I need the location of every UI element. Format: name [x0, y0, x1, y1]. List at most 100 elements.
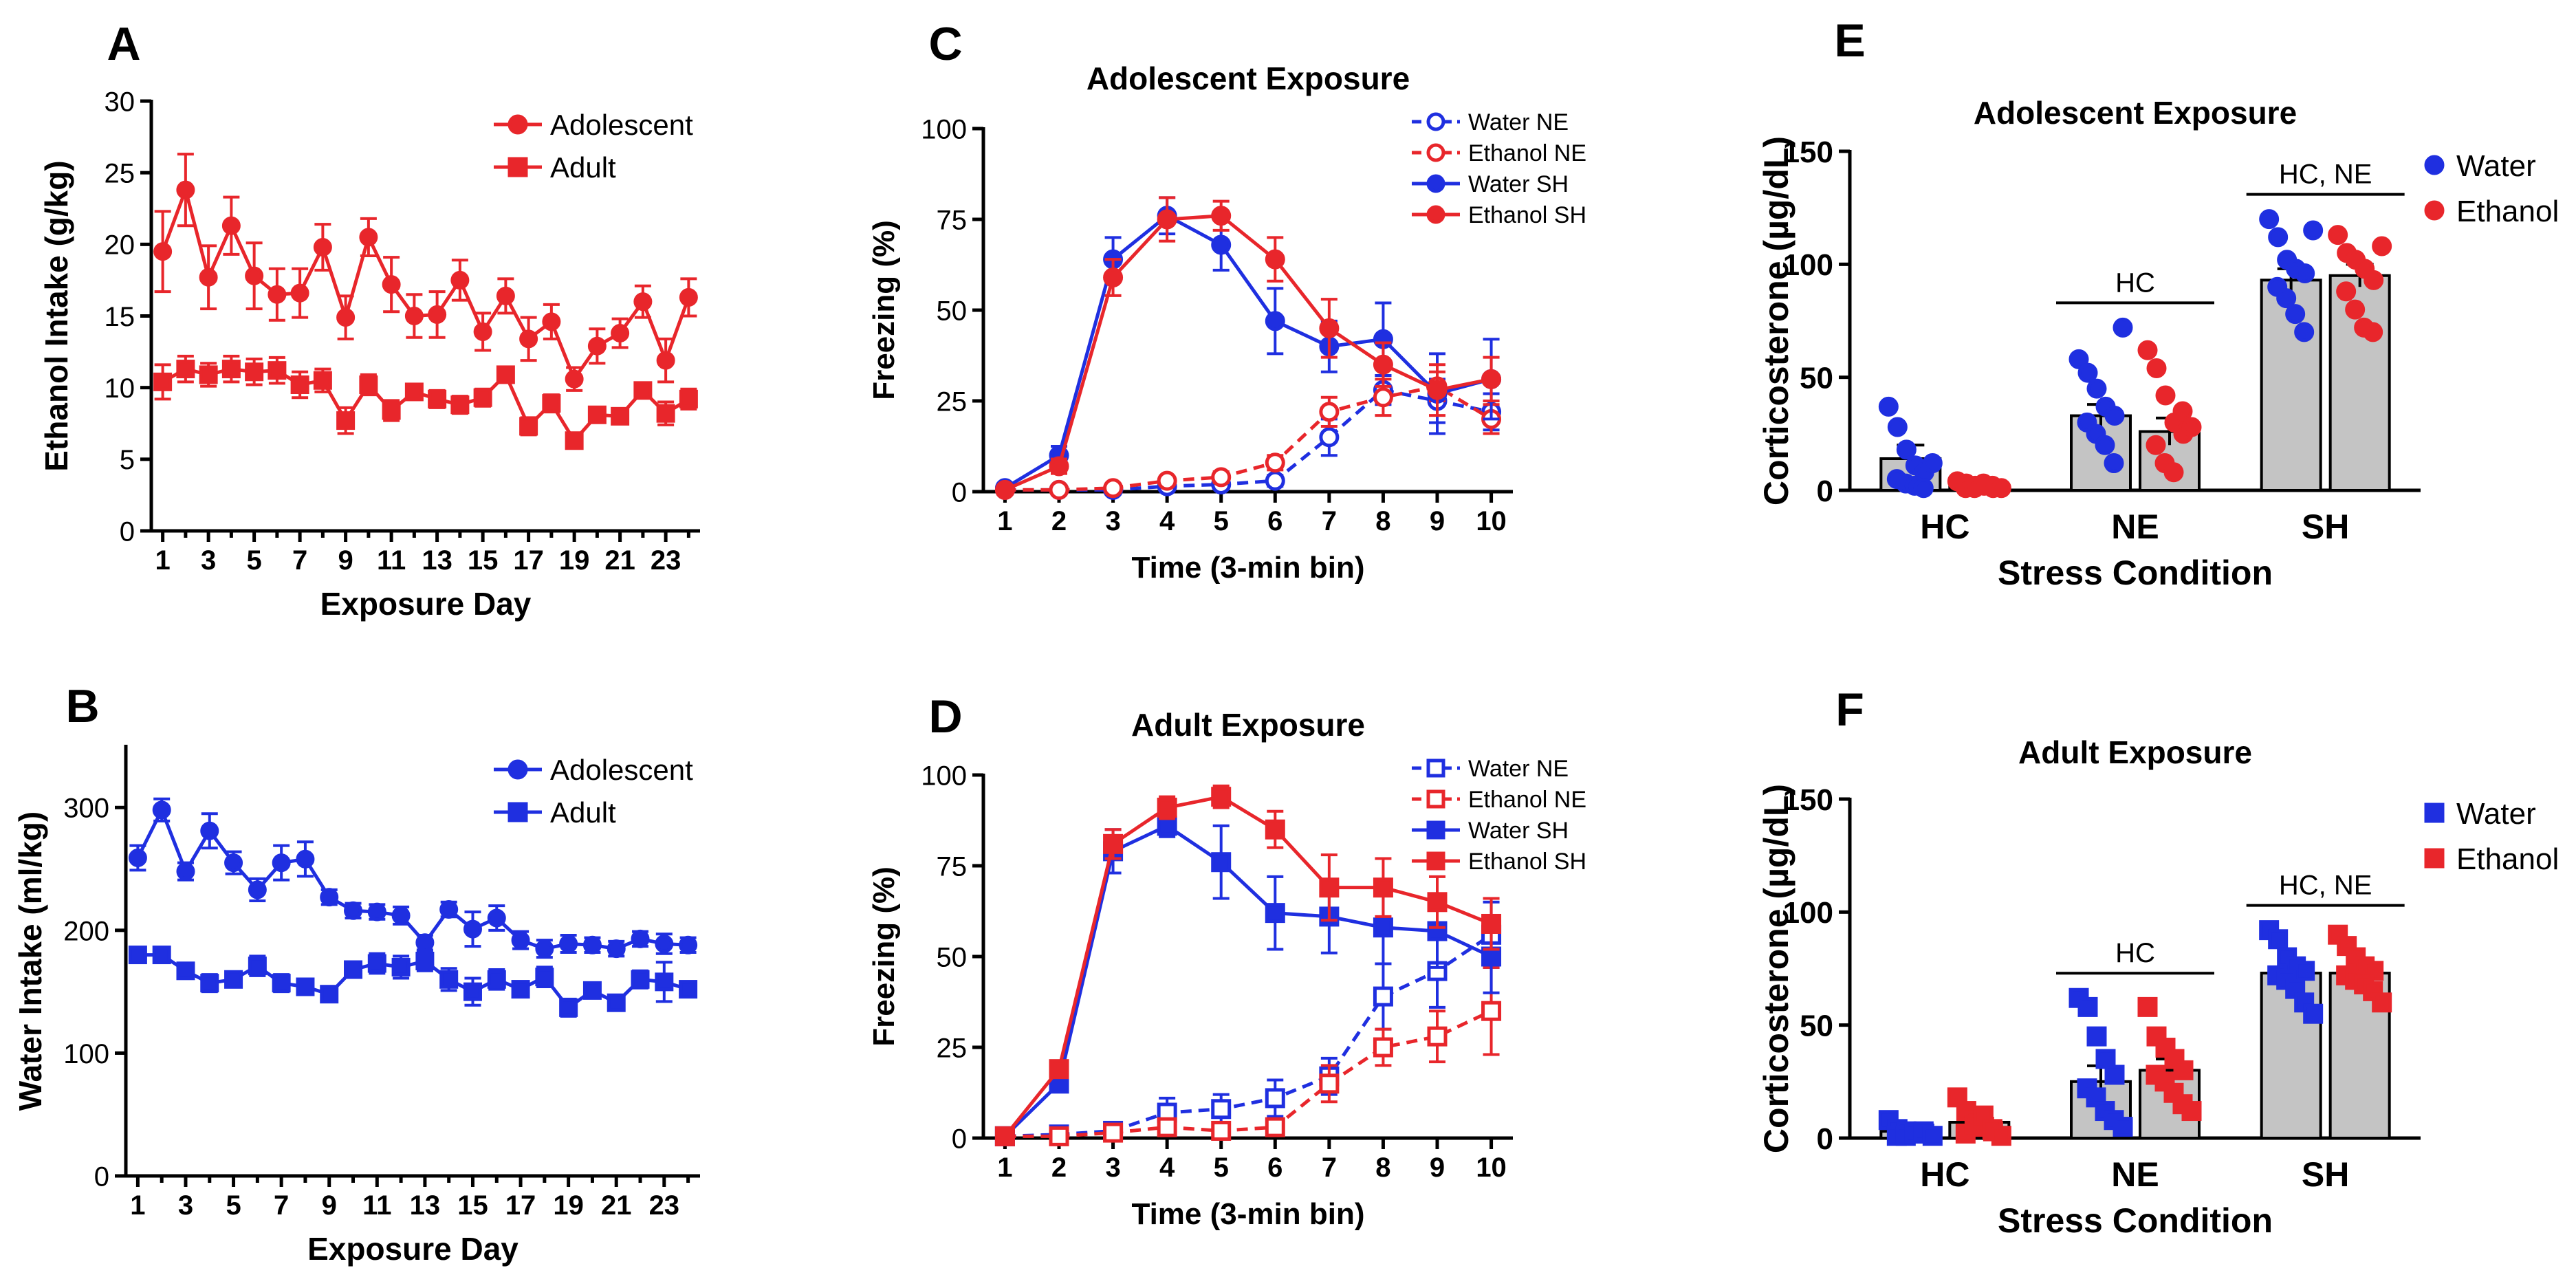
y-tick-label: 25: [937, 386, 968, 417]
legend-item: Adolescent: [494, 109, 693, 141]
series-adult: [153, 354, 698, 450]
data-point: [1211, 852, 1232, 873]
y-tick-label: 100: [63, 1039, 109, 1069]
y-tick-label: 75: [937, 851, 968, 882]
legend-item: Water: [2424, 797, 2536, 831]
y-tick-label: 0: [120, 516, 135, 547]
data-point: [359, 375, 378, 394]
data-point: [473, 322, 492, 341]
y-tick-label: 150: [1783, 783, 1833, 817]
x-axis-label: Stress Condition: [1998, 1201, 2273, 1240]
x-tick-label: SH: [2302, 507, 2349, 546]
data-point: [559, 998, 578, 1017]
data-point: [1373, 354, 1393, 375]
scatter-point: [2113, 1117, 2133, 1137]
bar-group-sh-ethanol: [2328, 924, 2392, 1140]
legend-label: Water SH: [1468, 171, 1569, 197]
legend-item: Adult: [494, 151, 616, 184]
x-tick-label: 7: [274, 1190, 289, 1221]
legend-marker: [507, 802, 528, 822]
data-point: [1157, 816, 1177, 836]
y-tick-label: 50: [1800, 1009, 1833, 1043]
significance-annotation: HC: [2056, 938, 2214, 975]
bar-group-sh-ethanol: [2328, 225, 2392, 492]
data-point: [587, 405, 607, 424]
legend-item: Water NE: [1412, 109, 1569, 135]
panel-label: A: [107, 18, 140, 70]
significance-label: HC, NE: [2279, 160, 2372, 190]
series-line: [1004, 214, 1492, 492]
data-point: [1211, 1099, 1232, 1120]
x-tick-label: 15: [468, 545, 499, 576]
data-point: [582, 935, 602, 954]
data-point: [1427, 380, 1448, 400]
scatter-point: [2345, 299, 2366, 320]
x-tick-label: 11: [377, 545, 406, 576]
panel-label: C: [928, 18, 962, 70]
panel-label: F: [1835, 684, 1864, 736]
data-point: [655, 972, 674, 992]
data-point: [1265, 819, 1285, 840]
x-tick-label: 13: [422, 545, 452, 576]
x-tick-label: 13: [410, 1190, 441, 1221]
legend-item: Ethanol NE: [1412, 787, 1586, 813]
chart-title: Adult Exposure: [1131, 707, 1365, 743]
y-tick-label: 50: [1800, 362, 1833, 395]
data-point: [582, 981, 602, 1000]
data-point: [655, 935, 674, 953]
data-point: [1319, 427, 1340, 448]
data-point: [313, 371, 332, 390]
x-tick-label: 21: [604, 545, 635, 576]
data-point: [1049, 1059, 1069, 1080]
data-point: [296, 977, 315, 996]
legend-label: Adult: [550, 151, 616, 184]
data-point: [404, 382, 424, 402]
data-point: [199, 365, 218, 384]
legend-item: Water: [2424, 149, 2536, 183]
data-point: [248, 957, 267, 976]
panel-label: D: [928, 690, 962, 743]
data-point: [359, 228, 378, 247]
x-tick-label: 9: [338, 545, 353, 576]
data-point: [290, 375, 309, 394]
data-point: [1373, 917, 1393, 938]
data-point: [519, 329, 538, 349]
x-tick-label: 10: [1476, 506, 1507, 536]
scatter-point: [1896, 439, 1917, 460]
y-axis-label: Corticosterone (µg/dL): [1757, 784, 1795, 1153]
y-tick-label: 100: [1783, 248, 1833, 282]
scatter-point: [2104, 453, 2124, 474]
data-point: [320, 985, 339, 1004]
data-point: [607, 939, 626, 959]
chart-title: Adolescent Exposure: [1974, 95, 2297, 131]
scatter-point: [1878, 396, 1899, 417]
data-point: [320, 888, 339, 907]
x-tick-label: 19: [559, 545, 590, 576]
scatter-point: [1991, 1126, 2011, 1146]
y-axis-label: Water Intake (ml/kg): [12, 811, 48, 1111]
x-tick-label: 9: [1430, 506, 1445, 536]
data-point: [1265, 1117, 1285, 1137]
x-tick-label: 4: [1159, 1153, 1175, 1183]
x-tick-label: 1: [130, 1190, 145, 1221]
data-point: [1157, 209, 1177, 230]
series-line: [161, 184, 690, 383]
data-point: [1157, 798, 1177, 818]
data-point: [221, 360, 241, 379]
y-tick-label: 25: [105, 159, 135, 189]
series-line: [136, 805, 688, 951]
data-point: [176, 180, 195, 199]
y-tick-label: 0: [952, 1124, 967, 1154]
scatter-point: [2077, 996, 2098, 1017]
scatter-point: [2294, 322, 2315, 342]
scatter-point: [2285, 304, 2306, 325]
scatter-point: [2372, 236, 2392, 256]
data-point: [994, 479, 1015, 500]
scatter-point: [2095, 1049, 2116, 1069]
data-point: [679, 287, 698, 307]
x-tick-label: 5: [247, 545, 262, 576]
data-point: [1481, 369, 1502, 389]
data-point: [439, 900, 459, 919]
y-tick-label: 100: [921, 114, 967, 144]
x-tick-label: 9: [1430, 1153, 1445, 1183]
